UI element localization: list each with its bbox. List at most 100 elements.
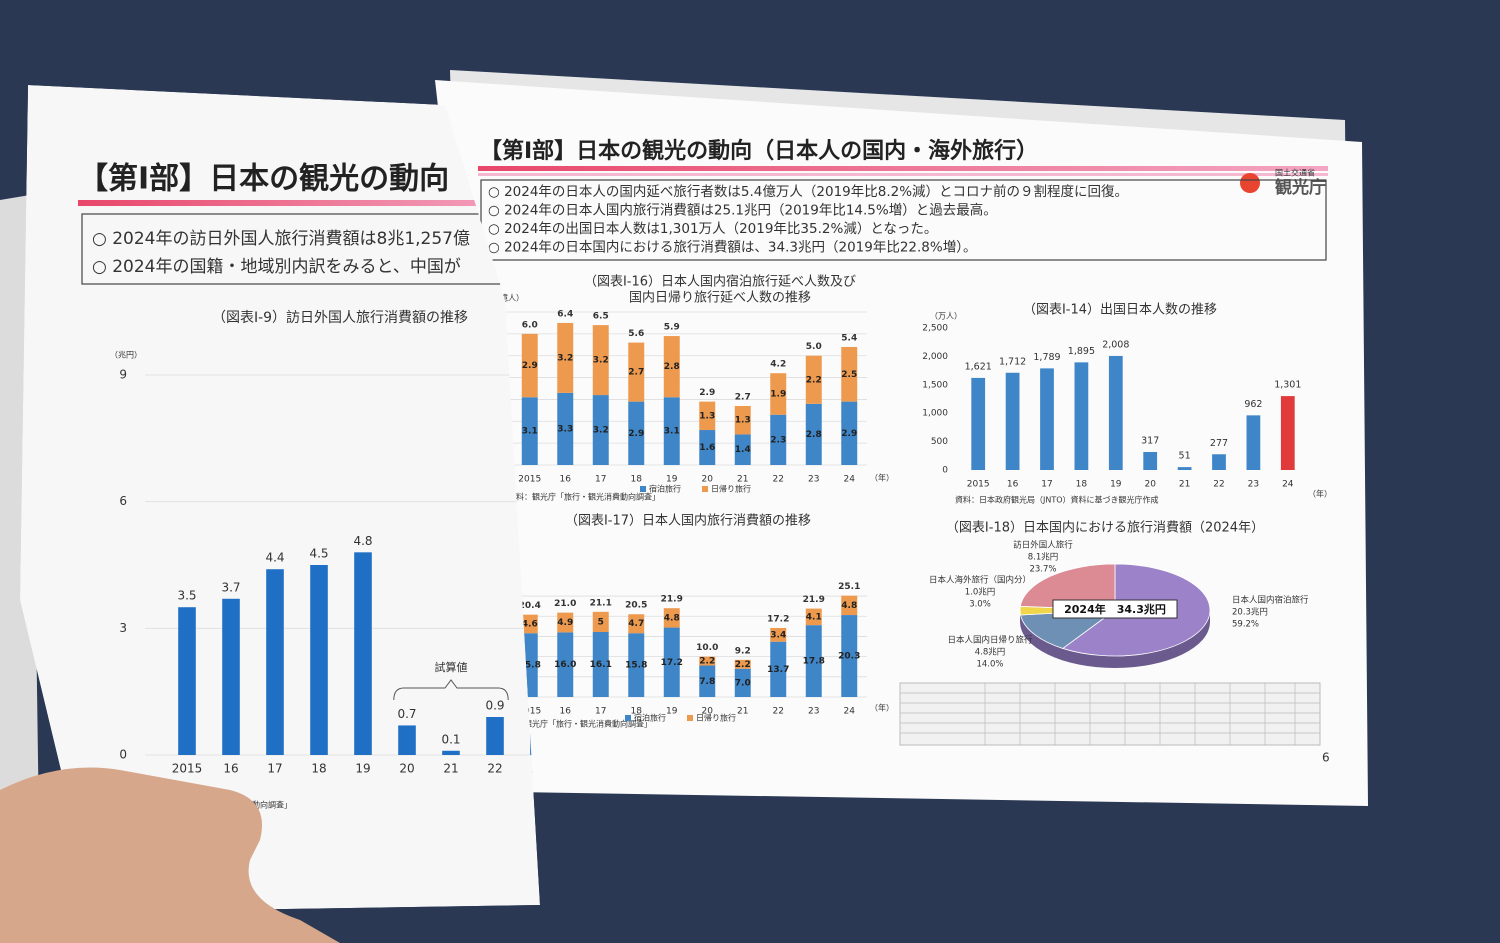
bullet: ○ 2024年の日本国内における旅行消費額は、34.3兆円（2019年比22.8… bbox=[488, 240, 976, 256]
segment-label: 2.2 bbox=[699, 657, 715, 667]
slice-name: 訪日外国人旅行 bbox=[1013, 540, 1073, 551]
total-label: 9.2 bbox=[735, 646, 751, 656]
total-label: 10.0 bbox=[696, 643, 718, 653]
segment-label: 20.3 bbox=[838, 652, 860, 662]
slice-percent: 59.2% bbox=[1232, 620, 1259, 630]
bar-segment bbox=[734, 659, 751, 669]
segment-label: 1.9 bbox=[770, 389, 786, 399]
total-label: 21.9 bbox=[661, 595, 683, 605]
y-tick-label: 9 bbox=[119, 368, 127, 382]
bar-segment bbox=[841, 615, 858, 697]
segment-label: 3.3 bbox=[557, 424, 573, 434]
data-label: 51 bbox=[1179, 451, 1191, 462]
x-tick-label: 18 bbox=[1076, 480, 1088, 490]
segment-label: 4.1 bbox=[806, 612, 822, 622]
bar bbox=[1040, 368, 1054, 470]
title-stripe bbox=[478, 166, 1328, 171]
bar-segment bbox=[557, 322, 574, 393]
segment-label: 16.0 bbox=[554, 660, 576, 670]
bar bbox=[486, 717, 504, 755]
bar-segment bbox=[663, 608, 680, 628]
segment-label: 17.2 bbox=[661, 658, 683, 668]
segment-label: 2.8 bbox=[806, 430, 822, 440]
x-tick-label: 17 bbox=[1041, 480, 1052, 490]
legend-swatch bbox=[625, 715, 631, 721]
bar-segment bbox=[734, 405, 751, 435]
x-tick-label: 18 bbox=[631, 707, 643, 717]
x-tick-label: 16 bbox=[1007, 480, 1019, 490]
bar-segment bbox=[628, 633, 645, 697]
data-label: 1,789 bbox=[1033, 352, 1060, 363]
slice-percent: 23.7% bbox=[1029, 565, 1056, 575]
page-number: 6 bbox=[1322, 751, 1330, 765]
x-tick-label: 16 bbox=[560, 707, 572, 717]
chart-title: （図表Ⅰ-9）訪日外国人旅行消費額の推移 bbox=[212, 310, 468, 326]
x-tick-label: 18 bbox=[311, 762, 326, 776]
x-tick-label: 23 bbox=[808, 707, 819, 717]
bar bbox=[1177, 467, 1192, 470]
x-tick-label: 18 bbox=[631, 475, 643, 485]
x-tick-label: 21 bbox=[1179, 480, 1190, 490]
x-tick-label: 16 bbox=[223, 762, 238, 776]
bar bbox=[266, 569, 284, 755]
segment-label: 4.6 bbox=[522, 619, 538, 629]
bar-segment bbox=[557, 612, 574, 633]
data-label: 277 bbox=[1210, 438, 1228, 449]
bullet: ○ 2024年の訪日外国人旅行消費額は8兆1,257億 bbox=[92, 229, 470, 249]
hand bbox=[0, 767, 340, 943]
bar-segment bbox=[557, 392, 574, 465]
data-label: 4.8 bbox=[353, 534, 372, 548]
bar-segment bbox=[592, 632, 609, 697]
segment-label: 7.8 bbox=[699, 677, 715, 687]
bar bbox=[1074, 362, 1089, 470]
data-label: 4.5 bbox=[309, 547, 328, 561]
legend-label: 日帰り旅行 bbox=[696, 713, 736, 723]
bar-segment bbox=[699, 401, 716, 431]
bullet: ○ 2024年の日本人国内旅行消費額は25.1兆円（2019年比14.5%増）と… bbox=[488, 202, 997, 219]
slice-amount: 20.3兆円 bbox=[1232, 607, 1268, 618]
segment-label: 1.4 bbox=[735, 445, 751, 455]
page-title: 【第Ⅰ部】日本の観光の動向（日本人の国内・海外旅行） bbox=[480, 138, 1038, 164]
bar-segment bbox=[663, 397, 680, 465]
segment-label: 16.1 bbox=[590, 660, 612, 670]
source-note: 資料：観光庁「旅行・観光消費動向調査」 bbox=[508, 492, 660, 502]
legend-label: 日帰り旅行 bbox=[711, 484, 751, 494]
segment-label: 2.9 bbox=[628, 429, 644, 439]
y-tick-label: 2,500 bbox=[922, 324, 948, 334]
bar bbox=[1280, 396, 1295, 470]
legend-swatch bbox=[640, 486, 646, 492]
data-label: 3.5 bbox=[177, 589, 196, 603]
slice-amount: 1.0兆円 bbox=[965, 587, 996, 598]
x-tick-label: 2015 bbox=[172, 762, 203, 776]
segment-label: 2.2 bbox=[735, 660, 751, 670]
bar-segment bbox=[521, 614, 538, 634]
x-tick-label: 19 bbox=[666, 475, 678, 485]
x-axis-label: （年） bbox=[870, 703, 894, 713]
segment-label: 2.3 bbox=[770, 435, 786, 445]
segment-label: 15.8 bbox=[625, 661, 647, 671]
x-tick-label: 16 bbox=[560, 475, 572, 485]
slice-name: 日本人海外旅行（国内分） bbox=[929, 575, 1031, 586]
bar-segment bbox=[592, 611, 609, 633]
bar-segment bbox=[628, 342, 645, 402]
data-label: 0.7 bbox=[397, 707, 416, 721]
segment-label: 2.7 bbox=[628, 368, 644, 378]
y-tick-label: 0 bbox=[942, 466, 948, 476]
data-label: 0.9 bbox=[485, 699, 504, 713]
x-tick-label: 19 bbox=[1110, 480, 1122, 490]
total-label: 25.1 bbox=[838, 582, 860, 592]
bar-segment bbox=[734, 434, 751, 465]
x-tick-label: 22 bbox=[487, 762, 502, 776]
legend-swatch bbox=[702, 486, 708, 492]
data-table bbox=[899, 682, 1321, 746]
annotation-brace bbox=[393, 679, 509, 701]
bar-segment bbox=[770, 627, 787, 642]
segment-label: 4.8 bbox=[841, 601, 857, 611]
bar-segment bbox=[841, 346, 858, 402]
total-label: 20.5 bbox=[625, 601, 647, 611]
y-axis-label: （億人） bbox=[492, 293, 524, 303]
y-tick-label: 6 bbox=[119, 494, 127, 508]
chart-title: 国内日帰り旅行延べ人数の推移 bbox=[629, 290, 811, 306]
